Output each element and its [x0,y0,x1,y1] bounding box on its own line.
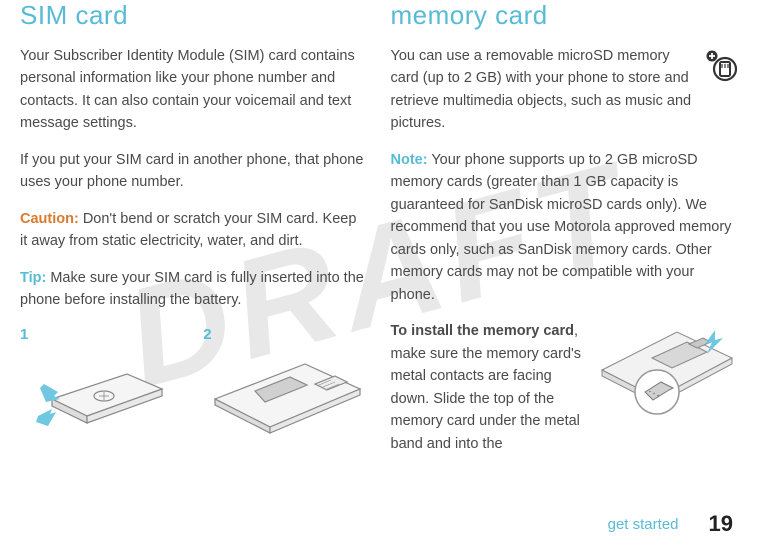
install-text-span: , make sure the memory card's metal cont… [391,323,582,451]
install-row: To install the memory card, make sure th… [391,320,738,469]
step-2: 2 [203,326,366,439]
install-paragraph: To install the memory card, make sure th… [391,320,586,455]
note-text: Your phone supports up to 2 GB microSD m… [391,152,732,303]
tip-text: Make sure your SIM card is fully inserte… [20,270,364,308]
install-image [597,320,737,425]
tip-label: Tip: [20,270,46,286]
memory-note: Note: Your phone supports up to 2 GB mic… [391,149,738,306]
page-number: 19 [709,511,733,537]
sim-p1: Your Subscriber Identity Module (SIM) ca… [20,45,367,135]
footer-section-label: get started [608,516,679,533]
caution-label: Caution: [20,211,79,227]
sim-p2: If you put your SIM card in another phon… [20,149,367,194]
step-1-image [20,349,183,439]
microsd-icon [703,49,737,88]
note-label: Note: [391,152,428,168]
sim-caution: Caution: Don't bend or scratch your SIM … [20,208,367,253]
left-column: SIM card Your Subscriber Identity Module… [20,0,379,469]
install-bold: To install the memory card [391,323,574,339]
sim-heading: SIM card [20,0,367,31]
right-column: memory card You can use a removable micr… [379,0,738,469]
memory-p1: You can use a removable microSD memory c… [391,45,738,135]
step-1-num: 1 [20,326,183,343]
memory-heading: memory card [391,0,738,31]
page-footer: get started 19 [608,511,733,537]
sim-steps: 1 2 [20,326,367,439]
step-1: 1 [20,326,183,439]
sim-tip: Tip: Make sure your SIM card is fully in… [20,267,367,312]
step-2-image [203,349,366,439]
step-2-num: 2 [203,326,366,343]
page-content: SIM card Your Subscriber Identity Module… [0,0,757,469]
